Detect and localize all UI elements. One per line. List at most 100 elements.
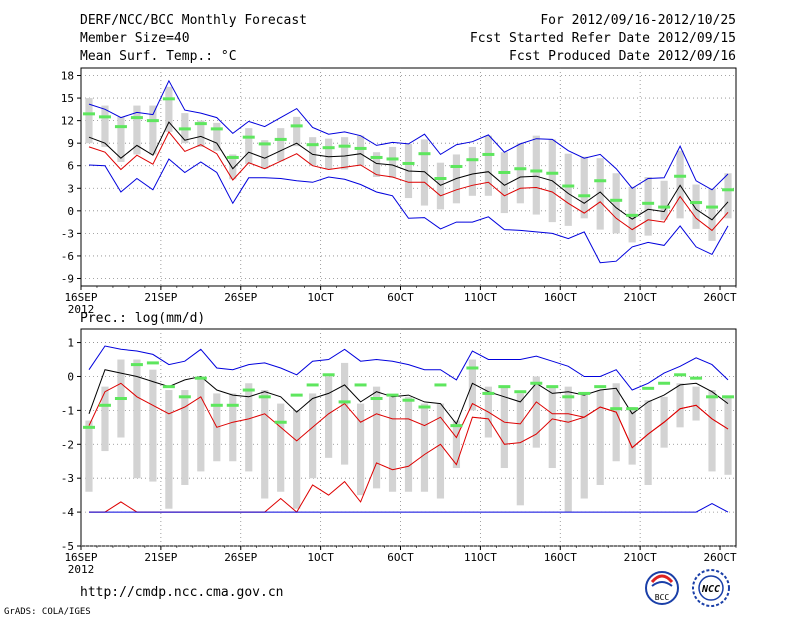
spread-box	[229, 393, 237, 462]
spread-box	[420, 403, 429, 492]
ensemble-marker	[498, 385, 511, 389]
ensemble-marker	[242, 388, 255, 392]
spread-box	[341, 362, 349, 465]
ensemble-marker	[626, 213, 639, 217]
ensemble-marker	[274, 420, 287, 424]
ensemble-marker	[130, 363, 143, 367]
spread-box	[596, 390, 604, 485]
max-series-line	[88, 345, 729, 391]
spread-box	[708, 188, 716, 241]
ensemble-marker	[434, 383, 447, 387]
ensemble-marker	[514, 167, 527, 171]
x-tick-label: 26SEP	[224, 551, 257, 564]
ncc-logo-text: NCC	[701, 584, 720, 595]
ensemble-marker	[562, 395, 575, 399]
forecast-period: For 2012/09/16-2012/10/25	[540, 13, 736, 28]
ensemble-marker	[610, 198, 623, 202]
ensemble-marker	[402, 398, 415, 402]
spread-box	[628, 406, 636, 465]
source-url[interactable]: http://cmdp.ncc.cma.gov.cn	[80, 585, 284, 600]
spread-box	[532, 376, 540, 448]
spread-box	[388, 146, 397, 178]
spread-box	[516, 143, 524, 204]
spread-box	[724, 396, 732, 475]
ensemble-marker	[226, 403, 239, 407]
spread-box	[692, 386, 700, 421]
spread-box	[372, 152, 381, 177]
x-tick-label: 16SEP	[64, 551, 97, 564]
ensemble-marker	[594, 385, 607, 389]
spread-box	[85, 98, 93, 144]
max-series-line	[88, 79, 729, 191]
ensemble-marker	[562, 184, 575, 188]
ensemble-marker	[178, 395, 191, 399]
spread-box	[165, 86, 173, 132]
ensemble-marker	[706, 205, 719, 209]
ensemble-marker	[466, 366, 479, 370]
min-series-line	[88, 130, 729, 232]
ensemble-marker	[370, 397, 383, 401]
precip-title: Prec.: log(mm/d)	[80, 311, 205, 326]
ensemble-marker	[674, 174, 687, 178]
spread-box	[149, 369, 157, 482]
ensemble-marker	[546, 385, 559, 389]
started-date: Fcst Started Refer Date 2012/09/15	[470, 31, 736, 46]
ensemble-marker	[82, 112, 95, 116]
ensemble-marker	[418, 152, 431, 156]
ensemble-marker	[290, 124, 303, 128]
ensemble-marker	[274, 137, 287, 141]
spread-box	[676, 383, 684, 428]
ensemble-marker	[690, 376, 703, 380]
grads-credit: GrADS: COLA/IGES	[4, 607, 91, 617]
spread-box	[692, 184, 700, 229]
y-tick-label: 15	[61, 92, 74, 105]
spread-box	[580, 156, 588, 219]
spread-box	[452, 420, 461, 469]
bcc-logo-icon: BCC	[645, 571, 679, 605]
ensemble-marker	[642, 386, 655, 390]
x-tick-label: 21SEP	[144, 291, 177, 304]
x-tick-label: 16OCT	[544, 291, 577, 304]
ensemble-marker	[466, 158, 479, 162]
spread-box	[372, 386, 381, 489]
mean-series-line	[88, 121, 729, 221]
produced-date: Fcst Produced Date 2012/09/16	[509, 49, 736, 64]
ensemble-marker	[354, 383, 367, 387]
absolute-floor-line	[89, 503, 729, 513]
y-tick-label: 0	[67, 370, 74, 383]
spread-box	[596, 158, 604, 230]
min-series-line	[88, 382, 729, 449]
x-tick-label: 1OCT	[307, 291, 334, 304]
x-tick-year: 2012	[68, 563, 95, 576]
ensemble-marker	[146, 119, 159, 123]
y-tick-label: -5	[61, 540, 74, 553]
x-tick-label: 16SEP	[64, 291, 97, 304]
spread-box	[532, 135, 540, 215]
x-tick-label: 26OCT	[703, 291, 736, 304]
ensemble-marker	[386, 157, 399, 161]
spread-box	[724, 173, 732, 219]
y-tick-label: -3	[61, 227, 74, 240]
spread-box	[149, 105, 157, 155]
absolute-min-line	[88, 158, 729, 264]
spread-box	[500, 386, 508, 469]
ensemble-marker	[402, 161, 415, 165]
plot-frame	[80, 328, 737, 547]
spread-box	[436, 162, 445, 210]
ensemble-marker	[338, 144, 351, 148]
y-tick-label: -6	[61, 250, 74, 263]
ensemble-marker	[338, 400, 351, 404]
spread-box	[261, 390, 269, 499]
ensemble-marker	[98, 403, 111, 407]
ensemble-marker	[674, 373, 687, 377]
spread-box	[516, 393, 524, 506]
ensemble-marker	[162, 385, 175, 389]
spread-box	[245, 128, 253, 165]
spread-box	[309, 393, 317, 479]
ensemble-marker	[610, 407, 623, 411]
ensemble-marker	[226, 155, 239, 159]
ensemble-marker	[146, 361, 159, 365]
spread-box	[548, 386, 556, 469]
spread-box	[644, 400, 652, 485]
x-tick-label: 6OCT	[387, 551, 414, 564]
